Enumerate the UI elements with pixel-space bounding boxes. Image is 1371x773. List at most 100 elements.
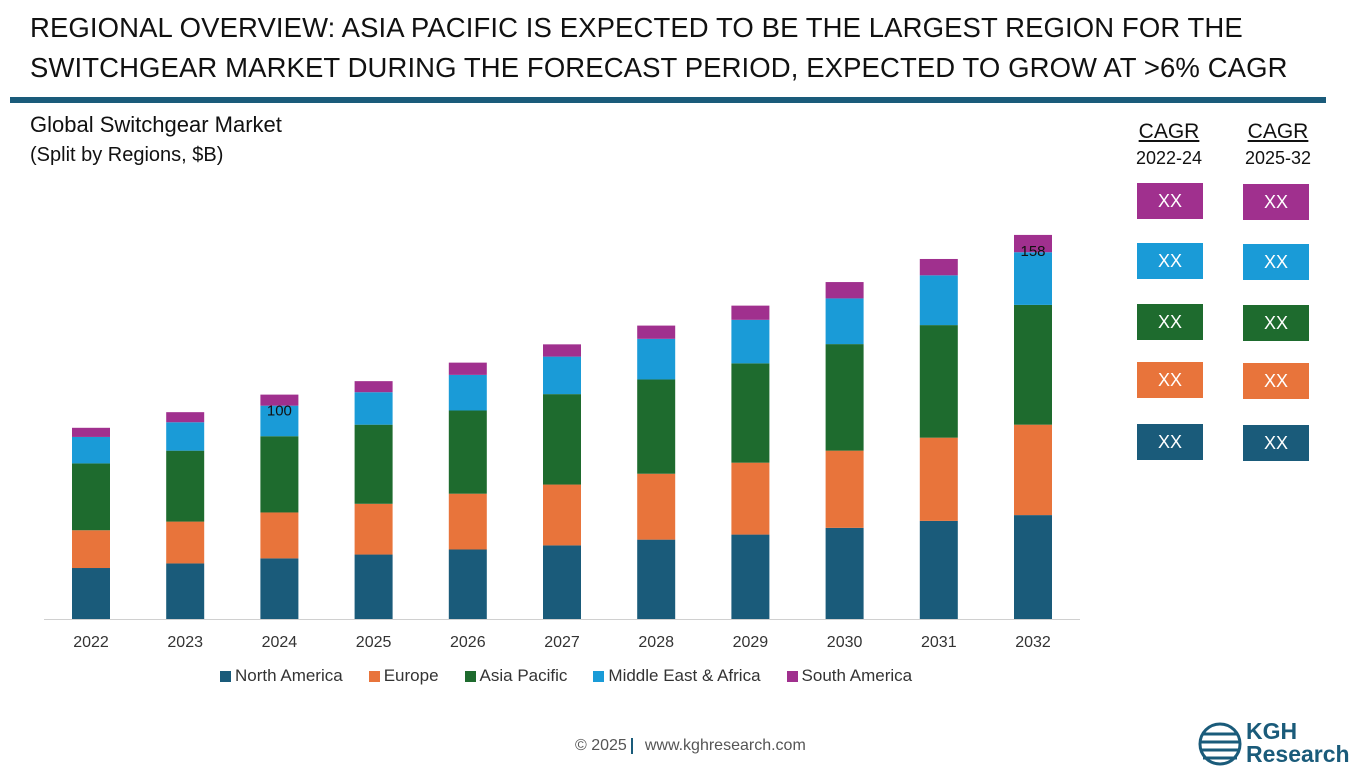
- logo-line-1: KGH: [1246, 718, 1298, 744]
- chart-legend: North America Europe Asia Pacific Middle Ea…: [220, 666, 938, 686]
- bar-segment-europe-2024: [260, 512, 299, 559]
- cagr-value-asia-pacific: XX: [1137, 304, 1203, 340]
- x-tick-label: 2022: [73, 634, 109, 651]
- x-tick-label: 2029: [733, 634, 769, 651]
- bar-segment-europe-2028: [637, 473, 676, 540]
- x-tick-label: 2026: [450, 634, 486, 651]
- legend-label: Asia Pacific: [479, 666, 568, 685]
- legend-swatch: [593, 670, 605, 682]
- bar-segment-north-america-2024: [260, 558, 299, 619]
- cagr-value-europe: XX: [1137, 362, 1203, 398]
- logo-text: KGH Research: [1246, 720, 1350, 766]
- bar-segment-middle-east-africa-2029: [731, 319, 770, 364]
- bar-segment-south-america-2022: [72, 427, 110, 437]
- website-link[interactable]: www.kghresearch.com: [644, 737, 806, 754]
- bar-segment-south-america-2026: [448, 362, 487, 375]
- bar-segment-asia-pacific-2028: [637, 379, 676, 474]
- bar-segment-north-america-2026: [448, 549, 487, 619]
- cagr-header-period: 2022-24: [1135, 148, 1203, 168]
- bar-segment-europe-2029: [731, 462, 770, 535]
- cagr-header-title: CAGR: [1138, 120, 1200, 143]
- globe-icon: [1198, 722, 1242, 766]
- title-divider: [10, 97, 1326, 103]
- bar-segment-middle-east-africa-2027: [543, 356, 581, 395]
- legend-label: South America: [801, 666, 913, 685]
- bar-segment-middle-east-africa-2031: [919, 275, 958, 326]
- data-label-2032: 158: [1020, 243, 1045, 260]
- bar-segment-south-america-2029: [731, 305, 770, 320]
- legend-label: Middle East & Africa: [608, 666, 761, 685]
- x-tick-label: 2032: [1015, 634, 1051, 651]
- cagr-value-north-america: XX: [1243, 425, 1309, 461]
- cagr-value-middle-east-africa: XX: [1137, 243, 1203, 279]
- bar-segment-europe-2023: [166, 521, 205, 564]
- legend-swatch: [220, 670, 231, 682]
- copyright-text: © 2025: [575, 737, 627, 754]
- legend-swatch: [786, 670, 798, 682]
- bar-segment-asia-pacific-2023: [166, 450, 205, 522]
- chart-title: Global Switchgear Market: [30, 112, 282, 137]
- bar-segment-south-america-2023: [166, 412, 205, 423]
- x-tick-label: 2030: [827, 634, 863, 651]
- cagr-value-south-america: XX: [1243, 184, 1309, 220]
- x-tick-label: 2031: [921, 634, 957, 651]
- bar-segment-europe-2022: [72, 530, 110, 569]
- bar-segment-asia-pacific-2031: [919, 325, 958, 438]
- bar-segment-north-america-2031: [919, 520, 958, 619]
- title-line-1: REGIONAL OVERVIEW: ASIA PACIFIC IS EXPEC…: [30, 12, 1243, 43]
- cagr-header-2025-32: CAGR 2025-32: [1233, 118, 1323, 170]
- bar-segment-middle-east-africa-2026: [448, 374, 487, 411]
- bar-segment-north-america-2030: [825, 527, 864, 619]
- bar-segment-middle-east-africa-2028: [637, 338, 676, 380]
- bar-segment-asia-pacific-2027: [543, 394, 581, 485]
- cagr-value-europe: XX: [1243, 363, 1309, 399]
- bar-segment-middle-east-africa-2022: [72, 436, 110, 464]
- legend-swatch: [368, 670, 380, 682]
- bar-segment-asia-pacific-2029: [731, 363, 770, 463]
- bar-segment-middle-east-africa-2030: [825, 298, 864, 345]
- bar-segment-south-america-2027: [543, 344, 581, 357]
- cagr-value-middle-east-africa: XX: [1243, 244, 1309, 280]
- x-tick-label: 2027: [544, 634, 580, 651]
- bar-segment-asia-pacific-2026: [448, 410, 487, 494]
- bar-segment-europe-2025: [354, 503, 393, 555]
- bar-segment-south-america-2030: [825, 282, 864, 299]
- bar-segment-asia-pacific-2032: [1014, 304, 1052, 425]
- bar-segment-south-america-2024: [260, 394, 299, 406]
- bar-segment-south-america-2025: [354, 381, 393, 393]
- kgh-research-logo: KGH Research: [1196, 718, 1366, 770]
- legend-item: North America: [220, 666, 343, 686]
- cagr-value-asia-pacific: XX: [1243, 305, 1309, 341]
- bar-segment-middle-east-africa-2032: [1014, 252, 1052, 305]
- footer: © 2025 www.kghresearch.com: [575, 737, 806, 755]
- bar-segment-south-america-2032: [1014, 234, 1052, 253]
- legend-label: North America: [235, 666, 343, 685]
- x-tick-label: 2025: [356, 634, 392, 651]
- bar-segment-north-america-2022: [72, 568, 110, 619]
- bar-segment-middle-east-africa-2024: [260, 405, 299, 437]
- cagr-header-title: CAGR: [1247, 120, 1309, 143]
- bar-segment-north-america-2025: [354, 554, 393, 619]
- logo-line-2: Research: [1246, 741, 1350, 767]
- bar-segment-asia-pacific-2030: [825, 344, 864, 451]
- bar-segment-europe-2032: [1014, 424, 1052, 516]
- bar-segment-north-america-2027: [543, 545, 581, 619]
- page-title: REGIONAL OVERVIEW: ASIA PACIFIC IS EXPEC…: [30, 8, 1330, 88]
- bar-segment-north-america-2029: [731, 534, 770, 619]
- legend-item: Middle East & Africa: [593, 666, 761, 686]
- bar-segment-north-america-2023: [166, 563, 205, 619]
- x-tick-label: 2023: [167, 634, 203, 651]
- data-label-2024: 100: [267, 403, 292, 420]
- legend-item: Europe: [368, 666, 439, 686]
- bar-segment-south-america-2031: [919, 258, 958, 276]
- x-tick-label: 2024: [262, 634, 298, 651]
- bar-segment-north-america-2028: [637, 539, 676, 619]
- cagr-header-2022-24: CAGR 2022-24: [1124, 118, 1214, 170]
- footer-divider: [630, 738, 633, 754]
- bar-segment-middle-east-africa-2025: [354, 392, 393, 425]
- bar-segment-europe-2031: [919, 437, 958, 521]
- bar-segment-europe-2026: [448, 493, 487, 550]
- chart-subtitle: (Split by Regions, $B): [30, 144, 224, 166]
- bar-segment-north-america-2032: [1014, 515, 1052, 619]
- stacked-bar-chart: 2022 2023 2024 2025 2026 2027 2028 2029 2030 2031…: [44, 234, 1080, 651]
